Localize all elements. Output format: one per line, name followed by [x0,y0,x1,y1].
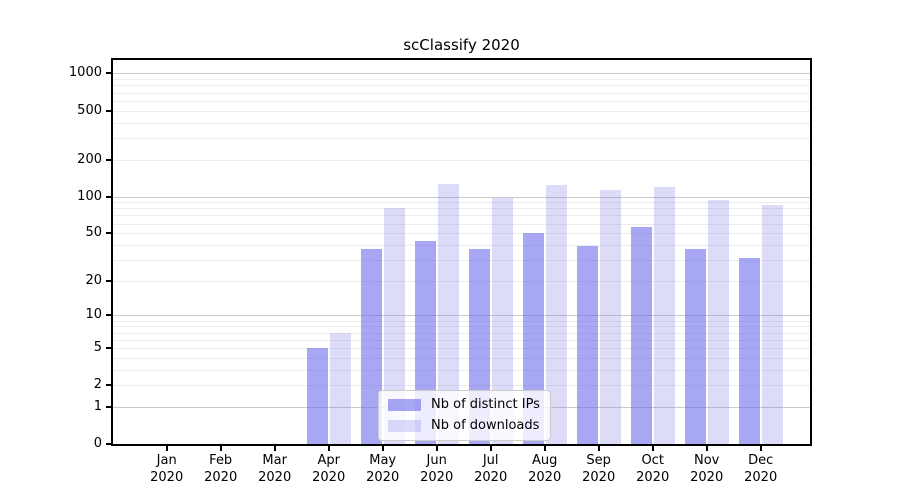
legend-label: Nb of downloads [431,418,540,433]
bar-downloads [329,332,351,444]
x-tick-label: Jan 2020 [150,453,184,485]
bar-distinct-ips [306,347,328,444]
gridline-minor [113,259,810,261]
y-tick [106,405,111,408]
gridline-minor [113,208,810,210]
y-tick-label: 1 [93,398,102,414]
y-tick-label: 50 [85,225,102,241]
gridline-minor [113,92,810,94]
y-tick [106,384,111,387]
gridline-minor [113,79,810,81]
y-tick [106,72,111,75]
x-tick [219,446,222,451]
gridline-minor [113,280,810,282]
legend-row: Nb of distinct IPs [388,397,540,412]
x-tick [543,446,546,451]
y-tick-label: 500 [77,102,102,118]
legend-swatch-distinct-ips [388,398,421,411]
y-tick-label: 200 [77,151,102,167]
gridline-minor [113,159,810,161]
x-tick-label: Mar 2020 [258,453,292,485]
y-tick [106,195,111,198]
bar-downloads [383,208,405,444]
bar-distinct-ips [684,248,706,444]
y-tick-label: 100 [77,188,102,204]
gridline-minor [113,110,810,112]
y-tick [106,232,111,235]
bar-distinct-ips [738,258,760,444]
gridline-minor [113,339,810,341]
x-tick [273,446,276,451]
x-tick-label: May 2020 [366,453,400,485]
bar-downloads [653,186,675,444]
bar-downloads [545,184,567,444]
chart-title: scClassify 2020 [403,36,520,54]
x-tick [489,446,492,451]
y-tick-label: 20 [85,272,102,288]
x-tick-label: Feb 2020 [204,453,238,485]
y-tick [106,314,111,317]
x-tick [381,446,384,451]
x-tick-label: Dec 2020 [744,453,778,485]
gridline-major [113,196,810,198]
gridline-minor [113,357,810,359]
y-tick-label: 1000 [68,65,102,81]
y-tick [106,443,111,445]
legend-swatch-downloads [388,419,421,432]
x-tick-label: Aug 2020 [528,453,562,485]
bar-distinct-ips [360,248,382,444]
y-tick-label: 10 [85,307,102,323]
gridline-minor [113,215,810,217]
bar-downloads [437,183,459,444]
x-tick-label: Oct 2020 [636,453,670,485]
x-tick [165,446,168,451]
x-tick-label: Sep 2020 [582,453,616,485]
gridline-minor [113,326,810,328]
bar-distinct-ips [630,227,652,444]
gridline-minor [113,137,810,139]
gridline-minor [113,85,810,87]
bar-downloads [491,197,513,444]
y-tick [106,346,111,349]
x-tick [327,446,330,451]
x-tick [435,446,438,451]
x-tick-label: Jun 2020 [420,453,454,485]
x-tick-label: Nov 2020 [690,453,724,485]
y-tick [106,109,111,112]
gridline-minor [113,320,810,322]
x-tick-label: Jul 2020 [474,453,508,485]
gridline-minor [113,385,810,387]
gridline-major [113,73,810,75]
y-tick-label: 0 [93,436,102,451]
legend: Nb of distinct IPs Nb of downloads [378,390,551,441]
x-tick [705,446,708,451]
gridline-minor [113,332,810,334]
bar-downloads [599,190,621,444]
gridline-minor [113,244,810,246]
gridline-minor [113,369,810,371]
y-tick-label: 2 [93,377,102,393]
gridline-minor [113,122,810,124]
gridline-minor [113,233,810,235]
bar-distinct-ips [576,246,598,444]
y-tick [106,279,111,282]
x-tick [651,446,654,451]
y-tick-label: 5 [93,339,102,355]
y-tick [106,158,111,161]
x-tick [597,446,600,451]
x-tick [759,446,762,451]
gridline-minor [113,347,810,349]
gridline-minor [113,100,810,102]
bar-downloads [707,199,729,444]
gridline-minor [113,223,810,225]
x-tick-label: Apr 2020 [312,453,346,485]
bar-downloads [761,204,783,444]
legend-row: Nb of downloads [388,418,540,433]
gridline-major [113,315,810,317]
legend-label: Nb of distinct IPs [431,397,540,412]
gridline-minor [113,202,810,204]
